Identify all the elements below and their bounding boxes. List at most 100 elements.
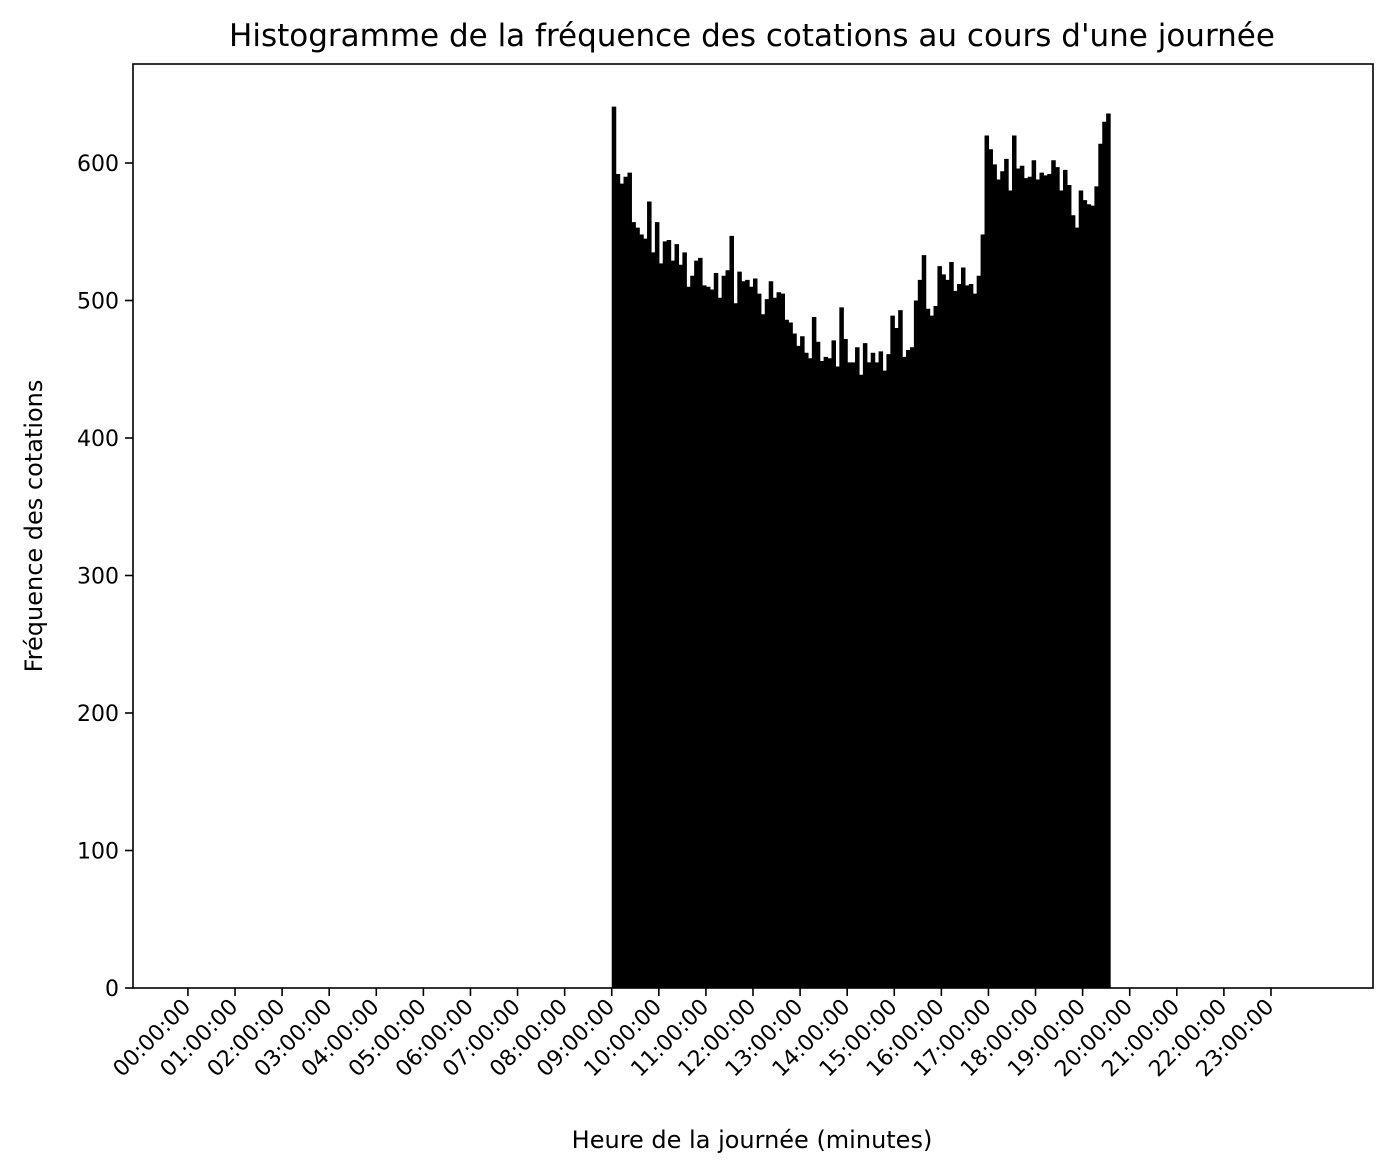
histogram-bar bbox=[631, 222, 636, 989]
histogram-bar bbox=[678, 264, 683, 988]
histogram-bar bbox=[1059, 190, 1064, 988]
histogram-bar bbox=[913, 300, 919, 988]
histogram-bar bbox=[674, 244, 680, 989]
histogram-bar bbox=[1027, 176, 1033, 988]
histogram-bar bbox=[894, 328, 899, 988]
histogram-bar bbox=[1090, 205, 1095, 989]
histogram-bar bbox=[835, 366, 840, 988]
histogram-bar bbox=[1063, 169, 1068, 989]
histogram-bar bbox=[988, 149, 993, 988]
histogram-bar bbox=[1043, 175, 1048, 989]
histogram-bar bbox=[906, 350, 911, 988]
histogram-bar bbox=[941, 274, 946, 989]
histogram-bar bbox=[1078, 190, 1084, 988]
histogram-bar bbox=[721, 275, 727, 988]
y-tick-label: 0 bbox=[105, 977, 119, 1002]
y-tick-label: 500 bbox=[77, 290, 119, 315]
histogram-bar bbox=[1031, 160, 1037, 988]
histogram-bar bbox=[827, 358, 833, 988]
histogram-bar bbox=[839, 307, 844, 989]
histogram-bar bbox=[690, 275, 695, 988]
histogram-bar bbox=[615, 174, 621, 988]
histogram-bar bbox=[717, 297, 723, 988]
histogram-bar bbox=[1015, 168, 1021, 988]
histogram-bar bbox=[643, 238, 648, 989]
histogram-bar bbox=[886, 354, 891, 989]
histogram-bar bbox=[780, 293, 785, 989]
histogram-bar bbox=[1074, 227, 1080, 989]
histogram-bar bbox=[898, 310, 903, 989]
histogram-bar bbox=[1106, 113, 1111, 988]
histogram-bar bbox=[1098, 143, 1103, 988]
histogram-bar bbox=[1000, 171, 1005, 988]
histogram-bar bbox=[937, 266, 942, 989]
histogram-bar bbox=[670, 260, 676, 989]
histogram-bar bbox=[772, 297, 778, 988]
histogram-bar bbox=[1082, 200, 1088, 989]
histogram-bar bbox=[980, 234, 986, 988]
histogram-bar bbox=[694, 260, 699, 989]
histogram-bar bbox=[831, 340, 836, 989]
histogram-bar bbox=[647, 201, 652, 988]
histogram-bar bbox=[976, 275, 982, 988]
chart-title: Histogramme de la fréquence des cotation… bbox=[229, 18, 1275, 54]
y-tick-label: 300 bbox=[77, 565, 119, 590]
histogram-bar bbox=[654, 222, 660, 989]
y-tick-label: 400 bbox=[77, 427, 119, 452]
y-tick-label: 100 bbox=[77, 840, 119, 865]
histogram-bar bbox=[968, 284, 974, 988]
histogram-bar bbox=[851, 362, 856, 989]
histogram-bar bbox=[784, 319, 789, 988]
histogram-bar bbox=[1023, 178, 1029, 989]
histogram-bar bbox=[800, 336, 805, 988]
histogram-bar bbox=[1066, 185, 1072, 988]
histogram-bar bbox=[701, 285, 707, 989]
histogram-bar bbox=[1011, 135, 1017, 988]
histogram-bar bbox=[945, 279, 950, 989]
histogram-bar bbox=[1047, 174, 1052, 988]
histogram-bar bbox=[804, 352, 809, 988]
histogram-bar bbox=[964, 285, 970, 989]
plot-area: 0 100 200 300 400 500 600 00:00:0001:00:0002:0… bbox=[77, 63, 1374, 1082]
histogram-bar bbox=[776, 292, 782, 988]
histogram-bar bbox=[855, 347, 860, 988]
histogram-bar bbox=[1035, 179, 1041, 988]
histogram-bar bbox=[760, 314, 766, 988]
histogram-bar bbox=[623, 176, 629, 988]
y-axis-label: Fréquence des cotations bbox=[20, 380, 48, 673]
histogram-bar bbox=[862, 343, 868, 989]
histogram-bar bbox=[745, 279, 750, 989]
histogram-bar bbox=[741, 281, 746, 988]
histogram-bar bbox=[635, 227, 640, 989]
histogram-bar bbox=[811, 317, 817, 988]
histogram-bar bbox=[705, 286, 711, 988]
histogram-bar bbox=[847, 362, 852, 989]
histogram-bar bbox=[713, 273, 719, 988]
histogram-bar bbox=[698, 257, 703, 989]
histogram-bar bbox=[858, 374, 864, 988]
histogram-bar bbox=[933, 306, 939, 988]
histogram-bar bbox=[788, 322, 793, 988]
histogram-bar bbox=[960, 267, 966, 988]
histogram-bar bbox=[992, 164, 997, 989]
x-axis-label: Heure de la journée (minutes) bbox=[572, 1126, 933, 1154]
y-tick-label: 200 bbox=[77, 702, 119, 727]
histogram-bar bbox=[729, 235, 734, 989]
histogram-bar bbox=[890, 315, 895, 989]
histogram-bar bbox=[737, 271, 742, 989]
histogram-bar bbox=[1070, 215, 1076, 988]
histogram-bar bbox=[882, 370, 888, 989]
histogram-bar bbox=[650, 252, 656, 989]
histogram-bar bbox=[611, 106, 617, 989]
histogram-bar bbox=[749, 286, 754, 988]
histogram-bar bbox=[662, 241, 668, 989]
histogram-bar bbox=[753, 278, 758, 988]
y-tick-label: 600 bbox=[77, 152, 119, 177]
histogram-bar bbox=[823, 356, 829, 989]
histogram-bar bbox=[1086, 204, 1092, 988]
histogram-bar bbox=[953, 290, 958, 989]
histogram-bar bbox=[756, 293, 762, 989]
histogram-bar bbox=[686, 286, 691, 988]
histogram-bar bbox=[972, 293, 978, 989]
